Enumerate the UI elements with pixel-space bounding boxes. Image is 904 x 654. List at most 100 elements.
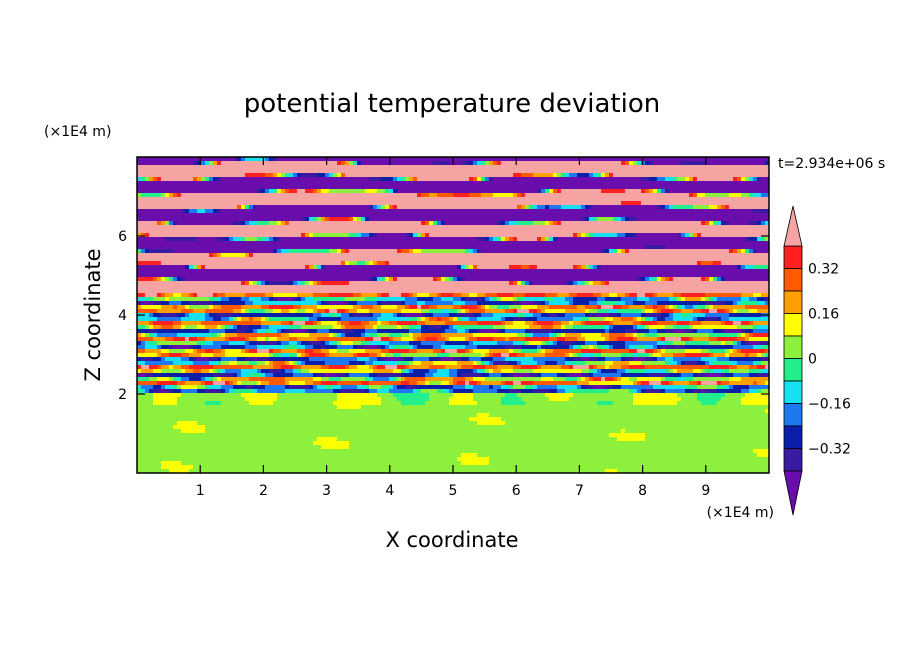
field-cell xyxy=(325,277,330,282)
field-cell xyxy=(601,157,606,162)
field-cell xyxy=(185,269,190,274)
field-cell xyxy=(241,253,246,258)
field-cell xyxy=(713,157,718,162)
field-cell xyxy=(437,189,442,194)
field-cell xyxy=(717,253,722,258)
field-cell xyxy=(209,281,214,286)
field-cell xyxy=(301,249,306,254)
field-cell xyxy=(149,165,154,170)
field-cell xyxy=(241,237,246,242)
field-cell xyxy=(649,213,654,218)
field-cell xyxy=(665,201,670,206)
field-cell xyxy=(277,237,282,242)
field-cell xyxy=(233,189,238,194)
field-cell xyxy=(585,177,590,182)
field-cell xyxy=(741,157,746,162)
field-cell xyxy=(405,213,410,218)
field-cell xyxy=(265,253,270,258)
field-cell xyxy=(389,245,394,250)
field-cell xyxy=(637,189,642,194)
field-cell xyxy=(677,157,682,162)
field-cell xyxy=(173,169,178,174)
field-cell xyxy=(449,237,454,242)
field-cell xyxy=(425,277,430,282)
field-cell xyxy=(273,157,278,162)
field-cell xyxy=(653,201,658,206)
field-cell xyxy=(761,157,766,162)
field-cell xyxy=(697,277,702,282)
field-cell xyxy=(513,237,518,242)
field-cell xyxy=(485,213,490,218)
field-cell xyxy=(541,253,546,258)
field-cell xyxy=(605,165,610,170)
field-cell xyxy=(349,181,354,186)
field-cell xyxy=(641,193,646,198)
field-cell xyxy=(629,169,634,174)
field-cell xyxy=(177,261,182,266)
field-cell xyxy=(685,253,690,258)
field-cell xyxy=(649,221,654,226)
field-cell xyxy=(713,249,718,254)
field-cell xyxy=(261,197,266,202)
field-cell xyxy=(301,197,306,202)
field-cell xyxy=(269,217,274,222)
field-cell xyxy=(173,201,178,206)
field-cell xyxy=(477,173,482,178)
field-cell xyxy=(573,157,578,162)
field-cell xyxy=(249,233,254,238)
field-cell xyxy=(249,197,254,202)
field-cell xyxy=(413,161,418,166)
field-cell xyxy=(653,265,658,270)
field-cell xyxy=(185,161,190,166)
field-cell xyxy=(641,177,646,182)
field-cell xyxy=(209,169,214,174)
field-cell xyxy=(677,217,682,222)
field-cell xyxy=(705,161,710,166)
field-cell xyxy=(609,193,614,198)
field-cell xyxy=(581,257,586,262)
field-cell xyxy=(597,249,602,254)
field-cell xyxy=(285,189,290,194)
field-cell xyxy=(253,257,258,262)
field-cell xyxy=(361,177,366,182)
field-cell xyxy=(257,253,262,258)
field-cell xyxy=(481,237,486,242)
field-cell xyxy=(217,225,222,230)
field-cell xyxy=(721,265,726,270)
field-cell xyxy=(501,237,506,242)
field-cell xyxy=(669,165,674,170)
field-cell xyxy=(353,189,358,194)
field-cell xyxy=(441,237,446,242)
field-cell xyxy=(477,281,482,286)
field-cell xyxy=(573,225,578,230)
field-cell xyxy=(153,177,158,182)
field-cell xyxy=(565,221,570,226)
field-cell xyxy=(457,273,462,278)
field-cell xyxy=(153,233,158,238)
field-cell xyxy=(349,173,354,178)
field-cell xyxy=(293,229,298,234)
field-cell xyxy=(509,233,514,238)
field-cell xyxy=(717,185,722,190)
field-cell xyxy=(149,241,154,246)
field-cell xyxy=(293,181,298,186)
field-cell xyxy=(285,169,290,174)
field-cell xyxy=(429,217,434,222)
field-cell xyxy=(453,201,458,206)
field-cell xyxy=(617,221,622,226)
field-cell xyxy=(525,213,530,218)
field-cell xyxy=(209,157,214,162)
field-cell xyxy=(149,209,154,214)
field-cell xyxy=(485,173,490,178)
field-cell xyxy=(521,169,526,174)
field-cell xyxy=(329,201,334,206)
field-cell xyxy=(249,229,254,234)
field-cell xyxy=(693,261,698,266)
field-cell xyxy=(573,229,578,234)
field-cell xyxy=(161,213,166,218)
field-cell xyxy=(361,181,366,186)
field-cell xyxy=(225,233,230,238)
field-cell xyxy=(177,185,182,190)
field-cell xyxy=(313,197,318,202)
field-cell xyxy=(233,229,238,234)
